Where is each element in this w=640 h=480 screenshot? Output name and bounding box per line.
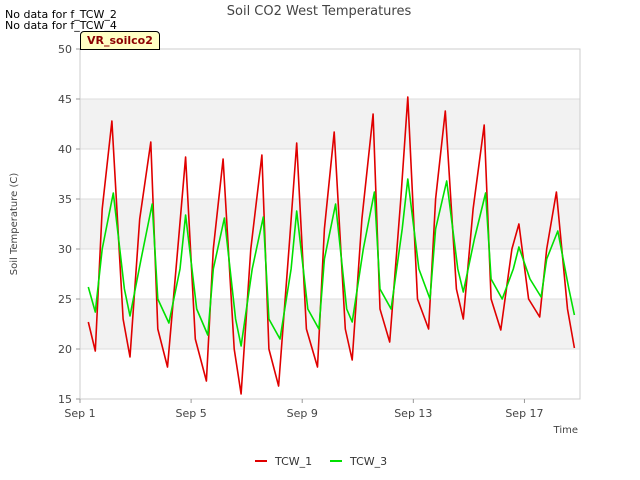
y-tick-label: 50 [58,43,72,56]
no-data-notice-1: No data for f_TCW_2 [5,8,117,21]
y-tick-label: 35 [58,193,72,206]
x-tick-label: Sep 13 [394,407,432,420]
y-tick-label: 25 [58,293,72,306]
plot-band [80,299,580,349]
plot-band [80,99,580,149]
y-tick-label: 45 [58,93,72,106]
y-tick-label: 15 [58,393,72,406]
y-tick-label: 20 [58,343,72,356]
x-axis-label: Time [553,425,578,436]
y-tick-label: 40 [58,143,72,156]
x-tick-label: Sep 1 [64,407,95,420]
x-tick-label: Sep 9 [287,407,318,420]
plot-frame [79,48,581,400]
legend-label-tcw_1: TCW_1 [274,455,312,468]
site-badge: VR_soilco2 [80,31,160,50]
plot-band [80,199,580,249]
legend-label-tcw_3: TCW_3 [349,455,387,468]
x-tick-label: Sep 17 [505,407,543,420]
x-tick-label: Sep 5 [175,407,206,420]
series-line-tcw_1 [87,96,576,395]
chart-title: Soil CO2 West Temperatures [227,4,412,19]
y-tick-label: 30 [58,243,72,256]
y-axis-label: Soil Temperature (C) [9,173,20,276]
no-data-notice-2: No data for f_TCW_4 [5,19,117,32]
series-line-tcw_3 [87,178,576,347]
